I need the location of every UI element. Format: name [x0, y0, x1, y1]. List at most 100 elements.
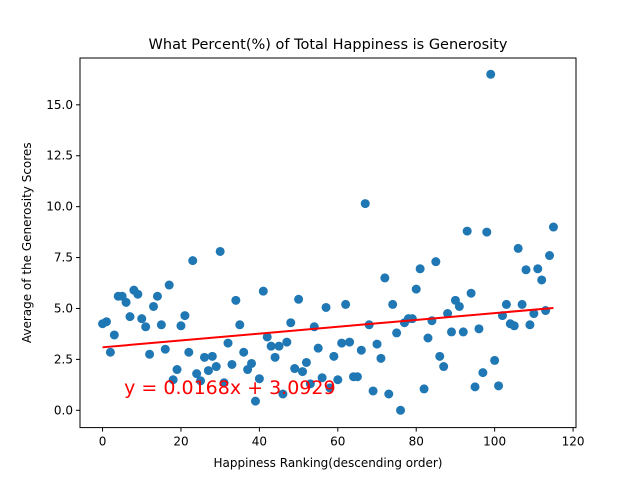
x-tick-label: 120 [562, 435, 585, 449]
data-point [321, 302, 331, 312]
data-point [270, 352, 280, 362]
y-axis-label: Average of the Generosity Scores [20, 142, 34, 343]
data-point [258, 286, 268, 296]
data-point [239, 347, 249, 357]
y-tick-label: 0.0 [54, 403, 73, 417]
data-point [207, 351, 217, 361]
data-point [274, 341, 284, 351]
data-point [160, 344, 170, 354]
data-point [101, 317, 111, 327]
data-point [341, 299, 351, 309]
data-point [423, 333, 433, 343]
data-point [294, 294, 304, 304]
data-point [247, 358, 257, 368]
data-point [482, 227, 492, 237]
data-point [447, 327, 457, 337]
data-point [109, 330, 119, 340]
data-point [121, 297, 131, 307]
data-point [188, 256, 198, 266]
data-point [490, 355, 500, 365]
data-point [537, 275, 547, 285]
data-point [313, 343, 323, 353]
data-point [419, 384, 429, 394]
data-point [368, 386, 378, 396]
data-point [203, 366, 213, 376]
y-tick-label: 10.0 [46, 200, 73, 214]
data-point [541, 306, 551, 316]
data-point [176, 321, 186, 331]
data-point [235, 320, 245, 330]
data-point [411, 284, 421, 294]
data-point [250, 396, 260, 406]
data-point [333, 375, 343, 385]
plot-frame [79, 57, 577, 429]
data-point [509, 321, 519, 331]
data-point [298, 367, 308, 377]
data-point [372, 339, 382, 349]
data-point [196, 376, 206, 386]
y-tick-label: 15.0 [46, 98, 73, 112]
y-tick-label: 2.5 [54, 352, 73, 366]
data-point [215, 246, 225, 256]
data-point [478, 368, 488, 378]
x-tick-label: 60 [330, 435, 345, 449]
data-point [454, 301, 464, 311]
data-point [352, 372, 362, 382]
data-point [548, 222, 558, 232]
data-point [152, 291, 162, 301]
data-point [290, 364, 300, 374]
data-point [305, 379, 315, 389]
data-point [521, 265, 531, 275]
data-point [168, 375, 178, 385]
data-point [380, 273, 390, 283]
data-point [376, 353, 386, 363]
data-point [149, 301, 159, 311]
data-point [513, 243, 523, 253]
data-point [301, 357, 311, 367]
data-point [431, 257, 441, 267]
data-point [145, 349, 155, 359]
data-point [517, 299, 527, 309]
data-point [278, 389, 288, 399]
data-point [211, 362, 221, 372]
x-tick-label: 80 [409, 435, 424, 449]
data-point [180, 311, 190, 321]
x-tick-label: 20 [173, 435, 188, 449]
data-point [474, 324, 484, 334]
x-axis-label: Happiness Ranking(descending order) [214, 456, 443, 470]
data-point [494, 381, 504, 391]
data-point [254, 374, 264, 384]
plot-marks [98, 69, 558, 415]
data-point [466, 288, 476, 298]
y-tick-label: 12.5 [46, 149, 73, 163]
data-point [192, 369, 202, 379]
data-point [231, 295, 241, 305]
data-point [133, 289, 143, 299]
data-point [262, 332, 272, 342]
y-axis-ticks: 0.0 2.5 5.0 7.5 10.0 12.5 15.0 [46, 98, 80, 417]
data-point [156, 320, 166, 330]
data-point [199, 352, 209, 362]
data-point [462, 226, 472, 236]
data-point [317, 373, 327, 383]
data-point [345, 337, 355, 347]
regression-line [102, 306, 554, 349]
data-point [184, 347, 194, 357]
data-point [388, 299, 398, 309]
data-point [458, 327, 468, 337]
x-axis-ticks: 0 20 40 60 80 100 120 [99, 427, 585, 449]
data-point [105, 347, 115, 357]
data-point [227, 359, 237, 369]
data-point [356, 345, 366, 355]
y-tick-label: 5.0 [54, 301, 73, 315]
data-point [529, 309, 539, 319]
data-point [141, 322, 151, 332]
data-point [137, 314, 147, 324]
data-point [266, 341, 276, 351]
data-point [407, 314, 417, 324]
data-point [164, 280, 174, 290]
data-point [219, 378, 229, 388]
x-tick-label: 40 [252, 435, 267, 449]
x-tick-label: 100 [483, 435, 506, 449]
